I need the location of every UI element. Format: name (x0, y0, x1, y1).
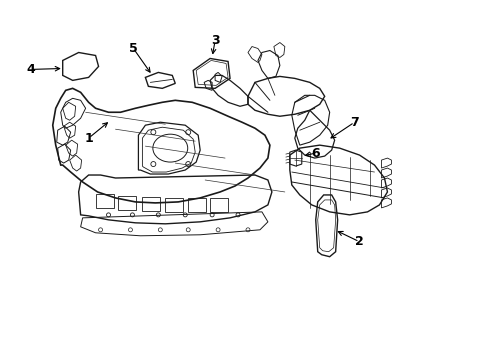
Text: 7: 7 (350, 116, 359, 129)
Text: 5: 5 (129, 42, 138, 55)
Text: 3: 3 (211, 34, 220, 47)
Text: 4: 4 (26, 63, 35, 76)
Text: 2: 2 (355, 235, 364, 248)
Text: 1: 1 (84, 132, 93, 145)
Text: 6: 6 (312, 147, 320, 159)
